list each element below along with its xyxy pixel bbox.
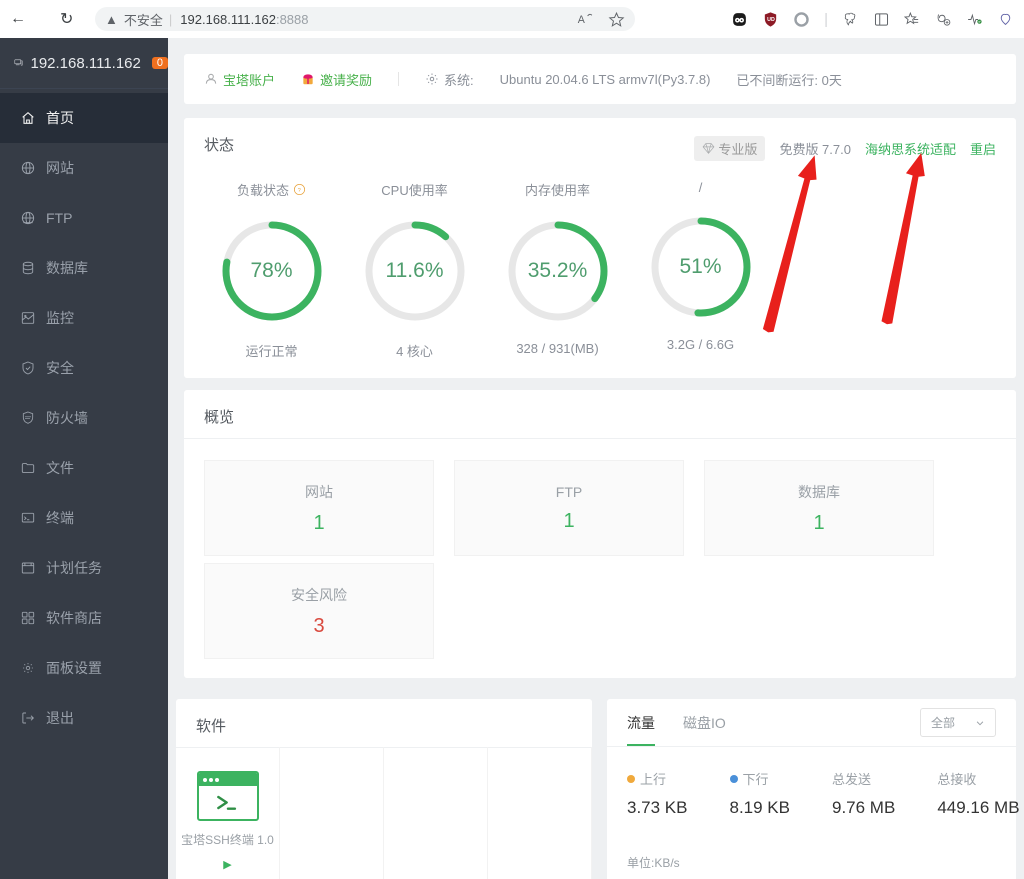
svg-text:UD: UD [767,16,775,22]
svg-text:?: ? [298,188,301,194]
svg-text:A: A [578,14,586,26]
